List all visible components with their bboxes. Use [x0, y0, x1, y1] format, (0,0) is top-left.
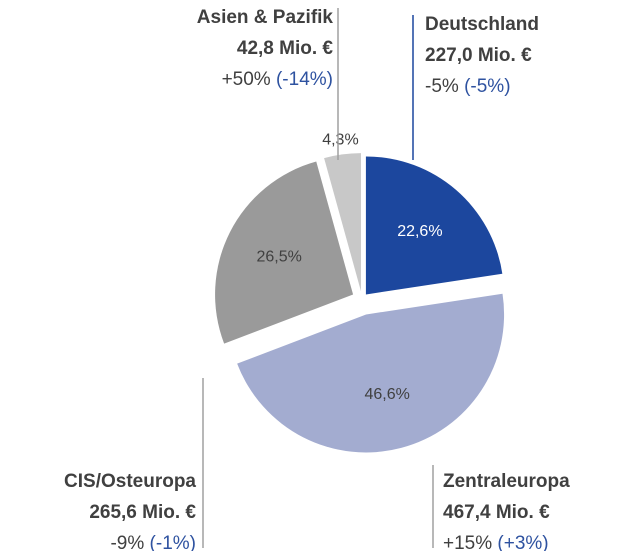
change-prev: (-1%) — [150, 533, 196, 551]
change: -5% — [425, 76, 459, 97]
change-prev: (-14%) — [276, 69, 333, 90]
change: +15% — [443, 533, 492, 551]
callout-name: CIS/Osteuropa — [64, 471, 196, 492]
change-prev: (-5%) — [464, 76, 510, 97]
callout-change: +15% (+3%) — [443, 533, 549, 551]
change-prev: (+3%) — [497, 533, 548, 551]
slice-label: 4,3% — [322, 132, 358, 149]
change: -9% — [110, 533, 144, 551]
slice-label: 22,6% — [397, 223, 442, 240]
pie-slice — [324, 153, 361, 292]
callout-amount: 42,8 Mio. € — [237, 38, 334, 59]
callout-name: Asien & Pazifik — [197, 7, 334, 28]
pie-slice — [215, 161, 354, 344]
callout-name: Zentraleuropa — [443, 471, 570, 492]
callout-amount: 265,6 Mio. € — [89, 502, 196, 523]
callout-amount: 227,0 Mio. € — [425, 45, 532, 66]
callout-change: -5% (-5%) — [425, 76, 511, 97]
callout-amount: 467,4 Mio. € — [443, 502, 550, 523]
change: +50% — [222, 69, 271, 90]
callout-change: +50% (-14%) — [222, 69, 333, 90]
pie-slice — [365, 156, 503, 295]
slice-label: 26,5% — [256, 248, 301, 265]
pie-slice — [237, 293, 505, 453]
callout-name: Deutschland — [425, 14, 539, 35]
slice-label: 46,6% — [364, 386, 409, 403]
callout-change: -9% (-1%) — [110, 533, 196, 551]
